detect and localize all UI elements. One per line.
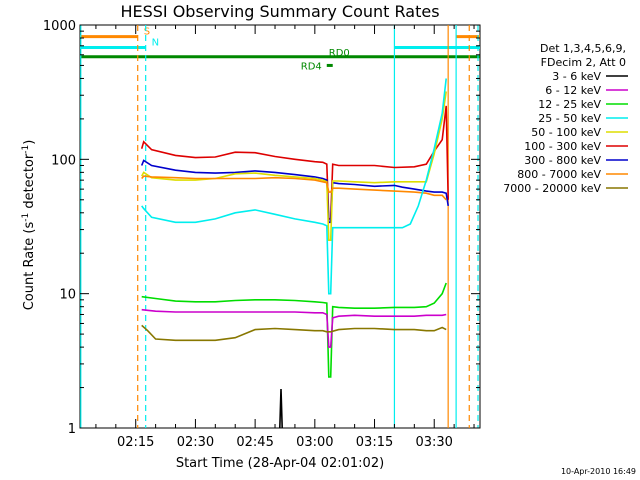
series-line xyxy=(141,308,447,348)
y-axis-label-sup-1: -1 xyxy=(21,213,31,222)
y-tick-label: 10 xyxy=(59,288,76,303)
x-tick-label: 02:30 xyxy=(177,435,214,450)
legend-entry-label: 100 - 300 keV xyxy=(524,140,601,153)
legend-entry-label: 800 - 7000 keV xyxy=(517,168,601,181)
x-axis-label: Start Time (28-Apr-04 02:01:02) xyxy=(176,456,384,471)
y-tick-label: 1 xyxy=(68,422,76,437)
flag-label: N xyxy=(152,37,159,48)
x-tick-label: 03:15 xyxy=(356,435,393,450)
y-axis-label-part-1: Count Rate (s xyxy=(22,222,37,311)
series-line xyxy=(141,78,447,295)
y-axis-label-part-2: detector xyxy=(22,153,37,213)
footer-timestamp: 10-Apr-2010 16:49 xyxy=(561,467,636,476)
legend-entry-label: 7000 - 20000 keV xyxy=(503,182,601,195)
x-tick-label: 02:45 xyxy=(236,435,273,450)
plot-frame xyxy=(79,24,481,429)
legend-entry-label: 12 - 25 keV xyxy=(538,98,601,111)
legend-entry-label: 3 - 6 keV xyxy=(552,70,601,83)
axes-group: 1 10 100 1000 02:15 02:30 02:45 03:00 03:15 03:30 xyxy=(43,19,480,450)
flags-group: SN RD0 RD4 xyxy=(80,27,480,72)
legend-entry-label: 50 - 100 keV xyxy=(531,126,601,139)
y-axis-label-sup-2: -1 xyxy=(21,145,31,154)
x-tick-label: 03:30 xyxy=(415,435,452,450)
y-tick-label: 100 xyxy=(51,153,76,168)
legend-header: FDecim 2, Att 0 xyxy=(541,56,626,69)
series-line xyxy=(140,91,447,241)
series-line xyxy=(279,388,283,429)
series-line xyxy=(141,324,447,342)
legend: Det 1,3,4,5,6,9,FDecim 2, Att 03 - 6 keV… xyxy=(503,42,628,195)
series-line xyxy=(140,105,449,220)
series-group xyxy=(140,78,449,429)
x-tick-label: 03:00 xyxy=(296,435,333,450)
legend-entry-label: 6 - 12 keV xyxy=(545,84,601,97)
legend-entry-label: 25 - 50 keV xyxy=(538,112,601,125)
plot-frame-group xyxy=(79,24,481,429)
legend-header: Det 1,3,4,5,6,9, xyxy=(540,42,626,55)
y-axis-label: Count Rate (s-1 detector-1) xyxy=(21,140,37,311)
flag-label: RD0 xyxy=(329,48,350,59)
y-axis-label-part-3: ) xyxy=(22,140,37,145)
legend-entry-label: 300 - 800 keV xyxy=(524,154,601,167)
y-tick-label: 1000 xyxy=(43,19,76,34)
flag-label: S xyxy=(144,27,150,38)
chart-title: HESSI Observing Summary Count Rates xyxy=(120,2,439,21)
vertical-markers-group xyxy=(80,25,479,428)
x-tick-label: 02:15 xyxy=(117,435,154,450)
flag-label: RD4 xyxy=(301,61,322,72)
series-line xyxy=(141,175,447,201)
